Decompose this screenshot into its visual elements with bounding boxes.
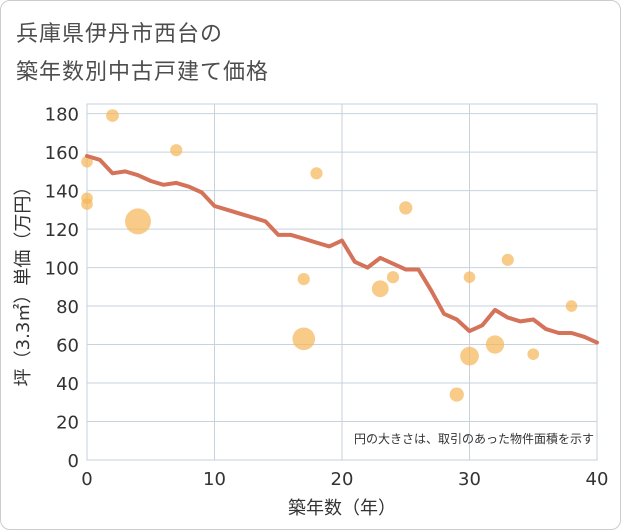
- y-tick-label: 140: [45, 182, 79, 203]
- data-bubble: [106, 109, 119, 122]
- data-bubble: [449, 387, 464, 402]
- y-tick-label: 120: [45, 220, 79, 241]
- x-axis-label: 築年数（年）: [288, 498, 396, 519]
- y-tick-label: 100: [45, 259, 79, 280]
- data-bubble: [565, 300, 578, 312]
- x-tick-label: 30: [458, 469, 481, 490]
- trend-layer: [85, 154, 599, 345]
- data-bubble: [527, 348, 540, 360]
- y-tick-label: 20: [56, 413, 79, 434]
- chart-title-line-2: 築年数別中古戸建て価格: [16, 60, 270, 85]
- x-tick-label: 0: [81, 469, 92, 490]
- axis-layer: 0 20 40 60 80 100 120 140 160 180 0 10 20 30 40 築年数（年） 坪…: [12, 105, 608, 519]
- data-bubble: [310, 167, 323, 180]
- y-tick-label: 160: [45, 143, 79, 164]
- y-tick-label: 80: [56, 297, 79, 318]
- data-bubble: [297, 273, 310, 286]
- grid-layer: [86, 103, 598, 461]
- trend-line: [85, 154, 599, 345]
- data-bubble: [170, 144, 183, 157]
- data-bubble: [386, 271, 400, 284]
- data-bubble: [463, 271, 476, 283]
- data-bubble: [501, 253, 514, 266]
- y-tick-label: 180: [45, 105, 79, 126]
- x-tick-label: 20: [331, 469, 354, 490]
- x-tick-label: 10: [203, 469, 226, 490]
- y-axis-label: 坪（3.3㎡）単価（万円）: [12, 178, 34, 387]
- bubble-layer: [81, 109, 578, 402]
- x-tick-label: 40: [586, 469, 609, 490]
- data-bubble: [371, 280, 389, 298]
- y-tick-label: 60: [56, 336, 79, 357]
- data-bubble: [292, 327, 316, 351]
- chart-annotation: 円の大きさは、取引のあった物件面積を示す: [354, 431, 594, 446]
- data-bubble: [125, 208, 151, 235]
- chart-title-line-1: 兵庫県伊丹市西台の: [16, 22, 224, 47]
- data-bubble: [460, 346, 479, 366]
- data-bubble: [81, 198, 93, 210]
- y-tick-label: 40: [56, 374, 79, 395]
- y-tick-label: 0: [68, 451, 79, 472]
- data-bubble: [485, 335, 505, 354]
- data-bubble: [399, 201, 413, 215]
